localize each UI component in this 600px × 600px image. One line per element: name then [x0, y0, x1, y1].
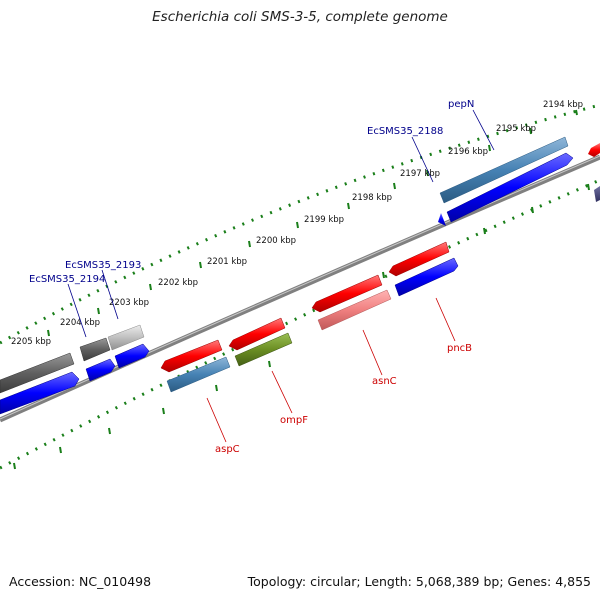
label-EcSMS35_2188: EcSMS35_2188 — [367, 126, 443, 137]
kbp-label-2201: 2201 kbp — [207, 257, 247, 267]
gene-track-inner — [160, 241, 459, 393]
kbp-label-2202: 2202 kbp — [158, 278, 198, 288]
gene-pepN[interactable] — [439, 136, 569, 204]
outer-tick-ring — [0, 103, 600, 345]
kbp-label-2195: 2195 kbp — [496, 124, 536, 134]
gene-aspC[interactable] — [166, 356, 231, 393]
kbp-label-2205: 2205 kbp — [11, 337, 51, 347]
kbp-label-2196: 2196 kbp — [448, 147, 488, 157]
label-EcSMS35_2193: EcSMS35_2193 — [65, 260, 141, 271]
genome-backbone-highlight — [0, 155, 600, 420]
gene-edge-navy[interactable] — [594, 186, 600, 202]
genome-summary-text: Topology: circular; Length: 5,068,389 bp… — [247, 574, 591, 589]
gene-red-aspC-top[interactable] — [160, 339, 223, 373]
label-pncB: pncB — [447, 343, 472, 354]
gene-asnC[interactable] — [317, 289, 392, 331]
gene-blue-small-2[interactable] — [114, 343, 150, 369]
gene-small-blue[interactable] — [438, 213, 446, 226]
label-asnC: asnC — [372, 376, 397, 387]
gene-blue-left[interactable] — [0, 371, 80, 415]
gene-EcSMS35_2193[interactable] — [107, 324, 145, 351]
label-aspC: aspC — [215, 444, 240, 455]
label-ompF: ompF — [280, 415, 308, 426]
label-pepN: pepN — [448, 99, 474, 110]
gene-red-pncB-top[interactable] — [388, 241, 450, 277]
label-EcSMS35_2194: EcSMS35_2194 — [29, 274, 105, 285]
kbp-label-2200: 2200 kbp — [256, 236, 296, 246]
gene-edge-red[interactable] — [588, 143, 600, 157]
kbp-label-2197: 2197 kbp — [400, 169, 440, 179]
kbp-label-2194: 2194 kbp — [543, 100, 583, 110]
kbp-label-2203: 2203 kbp — [109, 298, 149, 308]
gene-ompF[interactable] — [234, 332, 293, 367]
kbp-label-2199: 2199 kbp — [304, 215, 344, 225]
gene-gray-left[interactable] — [0, 352, 75, 394]
map-title: Escherichia coli SMS-3-5, complete genom… — [152, 9, 448, 25]
gene-red-ompF-top[interactable] — [228, 317, 286, 351]
label-leaders — [67, 109, 495, 443]
gene-blue-small-1[interactable] — [85, 358, 116, 382]
kbp-label-2204: 2204 kbp — [60, 318, 100, 328]
gene-EcSMS35_2194[interactable] — [79, 337, 111, 362]
accession-text: Accession: NC_010498 — [9, 574, 152, 589]
gene-pncB[interactable] — [394, 257, 459, 297]
inner-ring-ticks — [13, 183, 590, 470]
gene-blue-long[interactable] — [446, 152, 574, 223]
gene-red-asnC-top[interactable] — [311, 274, 383, 313]
genome-backbone — [0, 154, 600, 423]
kbp-label-2198: 2198 kbp — [352, 193, 392, 203]
gene-track-outer — [0, 136, 600, 415]
kbp-ticks: 2194 kbp 2195 kbp 2196 kbp 2197 kbp 2198… — [11, 100, 583, 347]
